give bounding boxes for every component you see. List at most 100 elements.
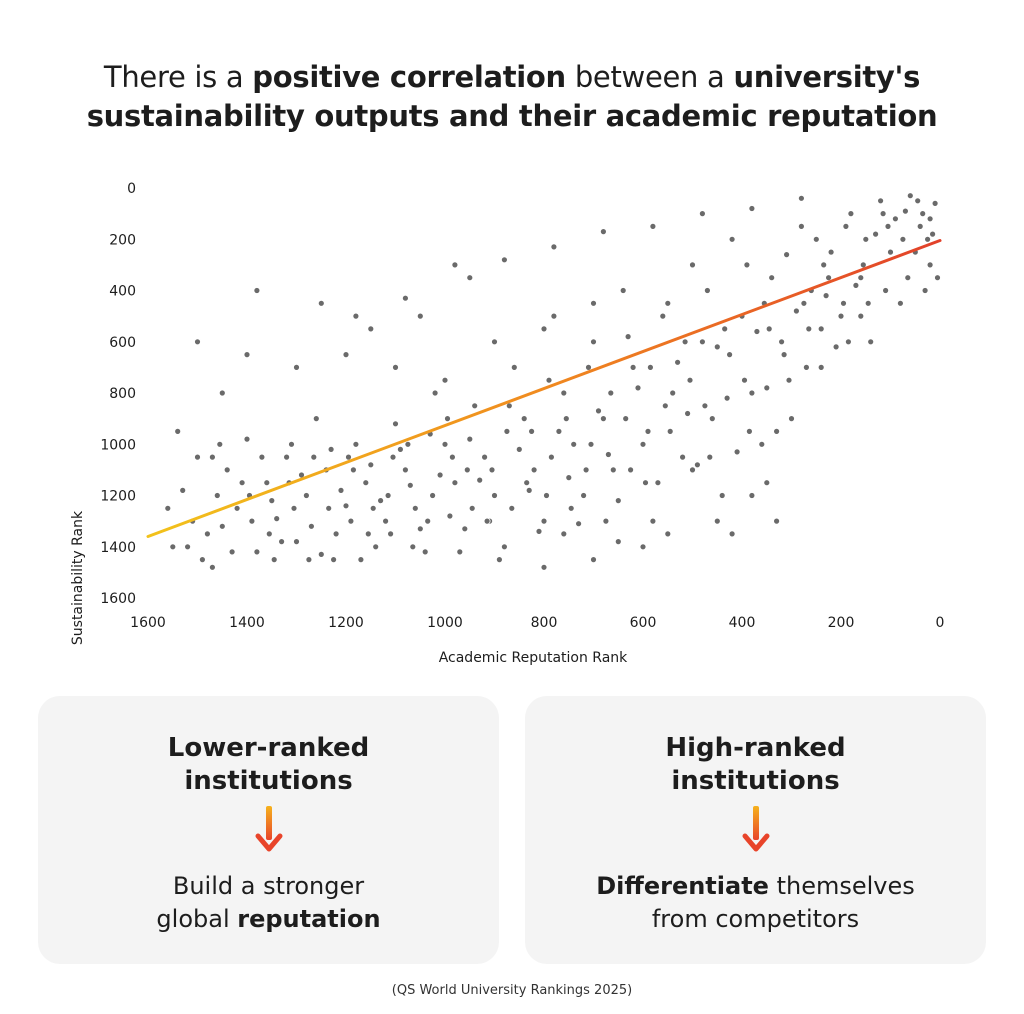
data-point (684, 410, 691, 417)
data-point (924, 235, 931, 243)
title-line-1: There is a positive correlation between … (0, 58, 1024, 97)
data-point (389, 453, 397, 461)
data-point (451, 479, 459, 487)
data-point (456, 548, 464, 556)
data-point (728, 235, 736, 243)
data-point (659, 312, 667, 320)
data-point (169, 543, 177, 551)
data-point (899, 235, 907, 243)
data-point (347, 517, 355, 525)
data-point (699, 210, 706, 217)
data-point (649, 517, 657, 525)
data-point (906, 192, 914, 200)
data-point (877, 197, 884, 205)
data-point (283, 453, 291, 461)
card-heading-line: institutions (184, 766, 353, 796)
data-point (642, 479, 649, 487)
data-point (208, 453, 216, 461)
data-point (654, 479, 662, 487)
title-bold: sustainability outputs and their academi… (86, 99, 938, 133)
data-point (364, 530, 372, 538)
data-point (832, 343, 840, 351)
data-point (733, 448, 741, 456)
card-body-line: from competitors (651, 905, 860, 933)
data-point (817, 363, 825, 371)
data-point (679, 453, 686, 461)
data-point (372, 543, 380, 551)
card-body-text: themselves (768, 872, 915, 900)
data-point (555, 427, 563, 435)
card-body-line: global reputation (38, 903, 499, 936)
data-point (619, 287, 627, 294)
data-point (203, 530, 211, 538)
data-point (602, 517, 610, 525)
data-point (872, 230, 879, 238)
data-point (892, 215, 899, 223)
data-point (694, 461, 701, 469)
data-point (216, 440, 224, 448)
x-tick-label: 800 (531, 615, 558, 631)
data-point (441, 440, 449, 448)
data-point (837, 312, 845, 320)
data-point (488, 466, 496, 474)
data-point (689, 261, 696, 269)
data-point (233, 504, 241, 512)
data-point (765, 325, 773, 333)
data-point (448, 453, 456, 461)
data-point (664, 299, 672, 307)
data-point (793, 307, 800, 315)
title-line-2: sustainability outputs and their academi… (0, 97, 1024, 136)
data-point (674, 358, 681, 366)
y-tick-label: 0 (127, 181, 136, 197)
data-point (530, 466, 538, 474)
data-point (746, 427, 753, 435)
data-point (639, 440, 647, 448)
data-point (179, 486, 187, 494)
data-point (369, 504, 377, 512)
data-point (525, 486, 533, 494)
card-heading-line: institutions (671, 766, 840, 796)
y-axis-label: Sustainability Rank (70, 510, 86, 645)
data-point (706, 453, 714, 461)
data-point (424, 517, 432, 525)
y-tick-label: 1200 (100, 489, 136, 505)
data-point (634, 384, 642, 392)
trend-line (146, 239, 942, 538)
y-tick-label: 400 (109, 284, 136, 300)
data-point (562, 415, 570, 423)
data-point (887, 248, 894, 256)
data-point (243, 435, 251, 443)
data-point (758, 440, 766, 448)
data-point (644, 427, 652, 435)
card-body-bold: reputation (237, 905, 381, 933)
data-point (213, 492, 221, 499)
data-point (741, 376, 748, 384)
data-point (805, 325, 813, 333)
data-point (404, 440, 412, 448)
data-point (520, 415, 528, 423)
data-point (273, 515, 281, 523)
data-point (429, 492, 437, 499)
data-point (466, 274, 474, 282)
data-point (545, 376, 553, 384)
data-point (481, 453, 489, 461)
data-point (268, 497, 276, 505)
data-point (540, 517, 548, 525)
data-point (500, 543, 508, 551)
data-point (342, 351, 350, 359)
data-point (317, 550, 325, 558)
data-point (748, 205, 756, 212)
data-point (416, 525, 424, 533)
data-point (798, 194, 805, 202)
data-point (649, 223, 657, 230)
data-point (310, 453, 318, 461)
data-point (718, 492, 726, 499)
data-point (265, 530, 273, 538)
x-tick-label: 1400 (229, 615, 265, 631)
data-point (503, 427, 511, 435)
data-point (622, 415, 630, 423)
data-point (721, 325, 729, 333)
data-point (349, 466, 357, 474)
data-point (543, 492, 550, 499)
data-point (595, 407, 602, 415)
